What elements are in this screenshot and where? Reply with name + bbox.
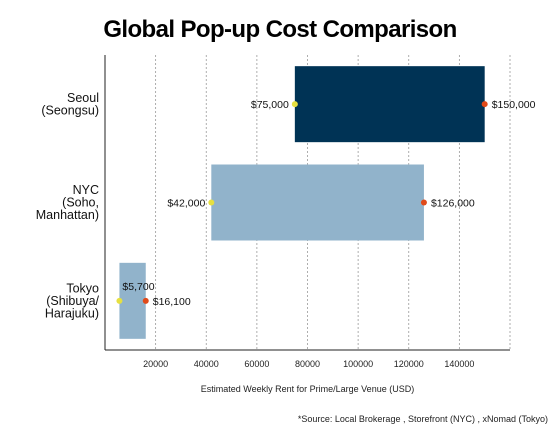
- category-label: NYC: [73, 183, 99, 197]
- range-bar: [294, 66, 485, 143]
- range-bar: [119, 262, 146, 339]
- source-note: *Source: Local Brokerage , Storefront (N…: [298, 414, 548, 424]
- low-value-label: $75,000: [251, 99, 289, 111]
- category-label: Manhattan): [36, 208, 99, 222]
- chart-title: Global Pop-up Cost Comparison: [103, 16, 457, 43]
- x-tick-label: 120000: [394, 359, 424, 369]
- category-label: (Shibuya/: [46, 294, 99, 308]
- category-label: Harajuku): [45, 306, 99, 320]
- high-marker: [142, 297, 149, 304]
- x-tick-label: 80000: [295, 359, 320, 369]
- x-tick-label: 40000: [194, 359, 219, 369]
- category-label: (Seongsu): [41, 103, 99, 117]
- low-marker: [208, 199, 215, 206]
- x-tick-label: 20000: [143, 359, 168, 369]
- range-bar: [211, 164, 424, 241]
- labels: 20000 40000 60000 80000 100000 120000 140000 $7…: [36, 91, 548, 424]
- category-label: Seoul: [67, 91, 99, 105]
- low-value-label: $5,700: [122, 281, 154, 293]
- category-label: Tokyo: [66, 281, 99, 295]
- high-value-label: $126,000: [431, 198, 475, 210]
- range-bars: [116, 66, 488, 339]
- high-marker: [420, 199, 427, 206]
- x-tick-label: 60000: [244, 359, 269, 369]
- x-axis-title: Estimated Weekly Rent for Prime/Large Ve…: [201, 384, 414, 394]
- high-value-label: $150,000: [492, 99, 536, 111]
- high-value-label: $16,100: [153, 296, 191, 308]
- x-tick-label: 140000: [444, 359, 474, 369]
- x-tick-label: 100000: [343, 359, 373, 369]
- low-value-label: $42,000: [167, 198, 205, 210]
- low-marker: [291, 101, 298, 108]
- category-label: (Soho,: [62, 196, 99, 210]
- axes: [104, 55, 510, 351]
- high-marker: [481, 101, 488, 108]
- low-marker: [116, 297, 123, 304]
